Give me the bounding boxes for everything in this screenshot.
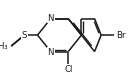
Text: N: N bbox=[47, 14, 54, 23]
Text: N: N bbox=[47, 47, 54, 56]
Text: Br: Br bbox=[116, 31, 125, 40]
Text: S: S bbox=[22, 31, 27, 40]
Text: Cl: Cl bbox=[64, 65, 72, 74]
Text: S: S bbox=[22, 31, 27, 40]
Text: CH₃: CH₃ bbox=[0, 42, 8, 51]
